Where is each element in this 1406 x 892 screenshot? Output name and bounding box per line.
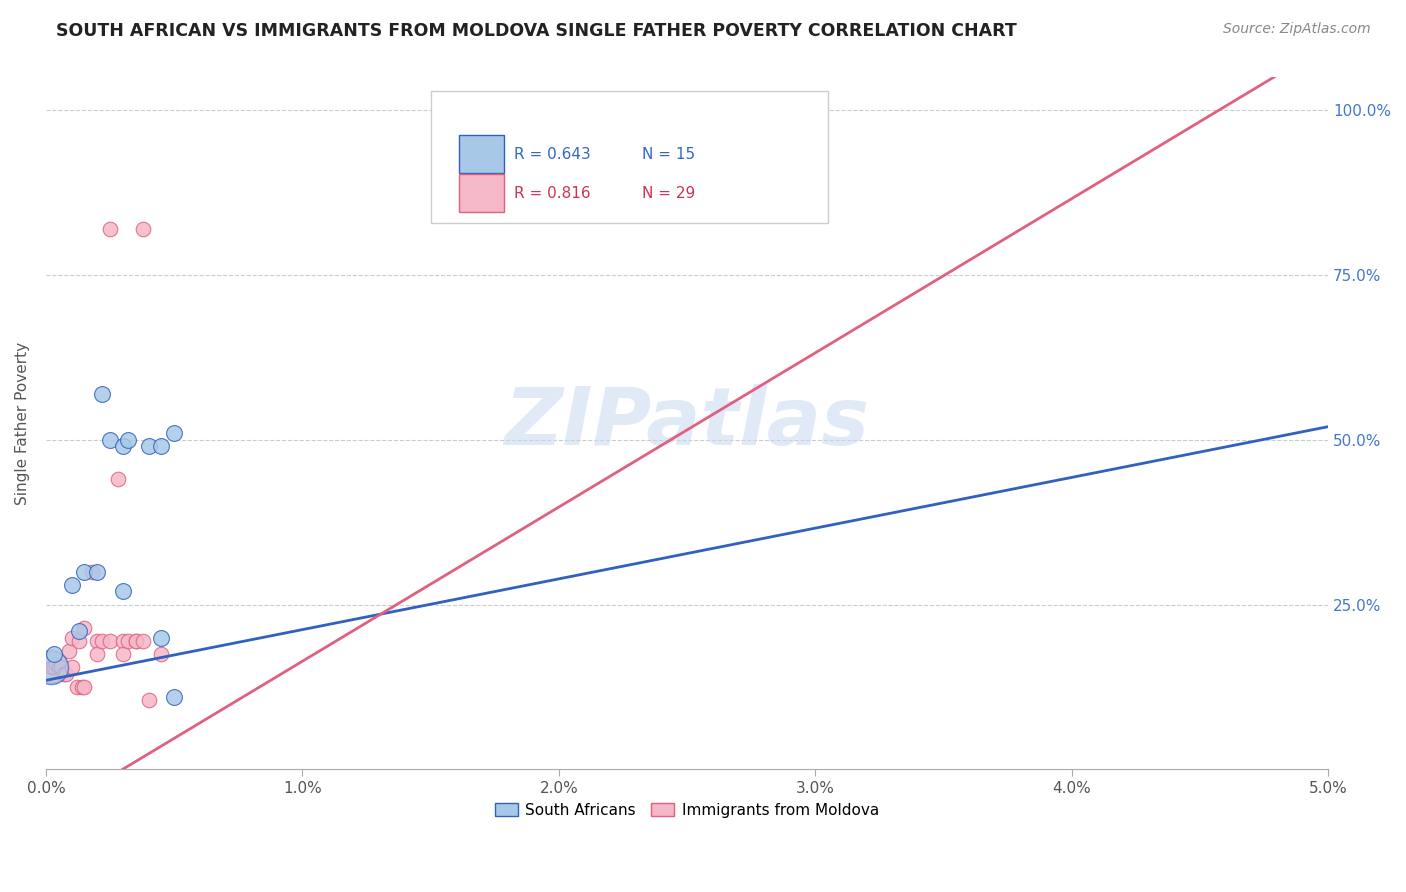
Point — [41, 660, 63, 674]
Point — [42, 647, 65, 661]
Point — [107, 472, 129, 486]
Text: N = 29: N = 29 — [643, 186, 696, 202]
Point — [86, 633, 108, 648]
Point — [98, 633, 121, 648]
Point — [73, 680, 96, 694]
Point — [73, 621, 96, 635]
Point — [125, 633, 148, 648]
Point — [150, 647, 173, 661]
Point — [91, 386, 114, 401]
Point — [67, 624, 90, 638]
Point — [86, 647, 108, 661]
Point — [138, 693, 160, 707]
Point — [98, 222, 121, 236]
Text: R = 0.816: R = 0.816 — [515, 186, 591, 202]
Point — [52, 666, 75, 681]
Point — [150, 631, 173, 645]
Point — [111, 584, 134, 599]
Point — [150, 439, 173, 453]
Point — [67, 633, 90, 648]
Point — [42, 660, 65, 674]
Point — [82, 565, 104, 579]
Text: Source: ZipAtlas.com: Source: ZipAtlas.com — [1223, 22, 1371, 37]
Point — [91, 633, 114, 648]
Point — [163, 690, 186, 704]
Point — [163, 426, 186, 441]
Point — [39, 660, 62, 674]
Point — [41, 660, 63, 674]
Point — [111, 439, 134, 453]
Point — [66, 680, 89, 694]
Point — [132, 222, 155, 236]
Point — [55, 666, 77, 681]
Point — [45, 657, 67, 671]
Text: ZIPatlas: ZIPatlas — [505, 384, 869, 462]
Point — [48, 660, 70, 674]
Text: N = 15: N = 15 — [643, 147, 696, 162]
Text: SOUTH AFRICAN VS IMMIGRANTS FROM MOLDOVA SINGLE FATHER POVERTY CORRELATION CHART: SOUTH AFRICAN VS IMMIGRANTS FROM MOLDOVA… — [56, 22, 1017, 40]
Point — [98, 433, 121, 447]
Point — [86, 565, 108, 579]
Y-axis label: Single Father Poverty: Single Father Poverty — [15, 342, 30, 505]
Point — [70, 680, 93, 694]
Point — [132, 633, 155, 648]
Point — [60, 631, 83, 645]
Point — [111, 647, 134, 661]
Point — [111, 633, 134, 648]
Point — [117, 633, 139, 648]
Point — [58, 643, 80, 657]
Point — [125, 633, 148, 648]
Point — [60, 578, 83, 592]
FancyBboxPatch shape — [458, 174, 503, 212]
Point — [73, 565, 96, 579]
Text: R = 0.643: R = 0.643 — [515, 147, 591, 162]
FancyBboxPatch shape — [430, 91, 828, 223]
Point — [138, 439, 160, 453]
Point — [117, 433, 139, 447]
Point — [60, 660, 83, 674]
Point — [51, 660, 73, 674]
FancyBboxPatch shape — [458, 135, 503, 173]
Legend: South Africans, Immigrants from Moldova: South Africans, Immigrants from Moldova — [489, 797, 886, 824]
